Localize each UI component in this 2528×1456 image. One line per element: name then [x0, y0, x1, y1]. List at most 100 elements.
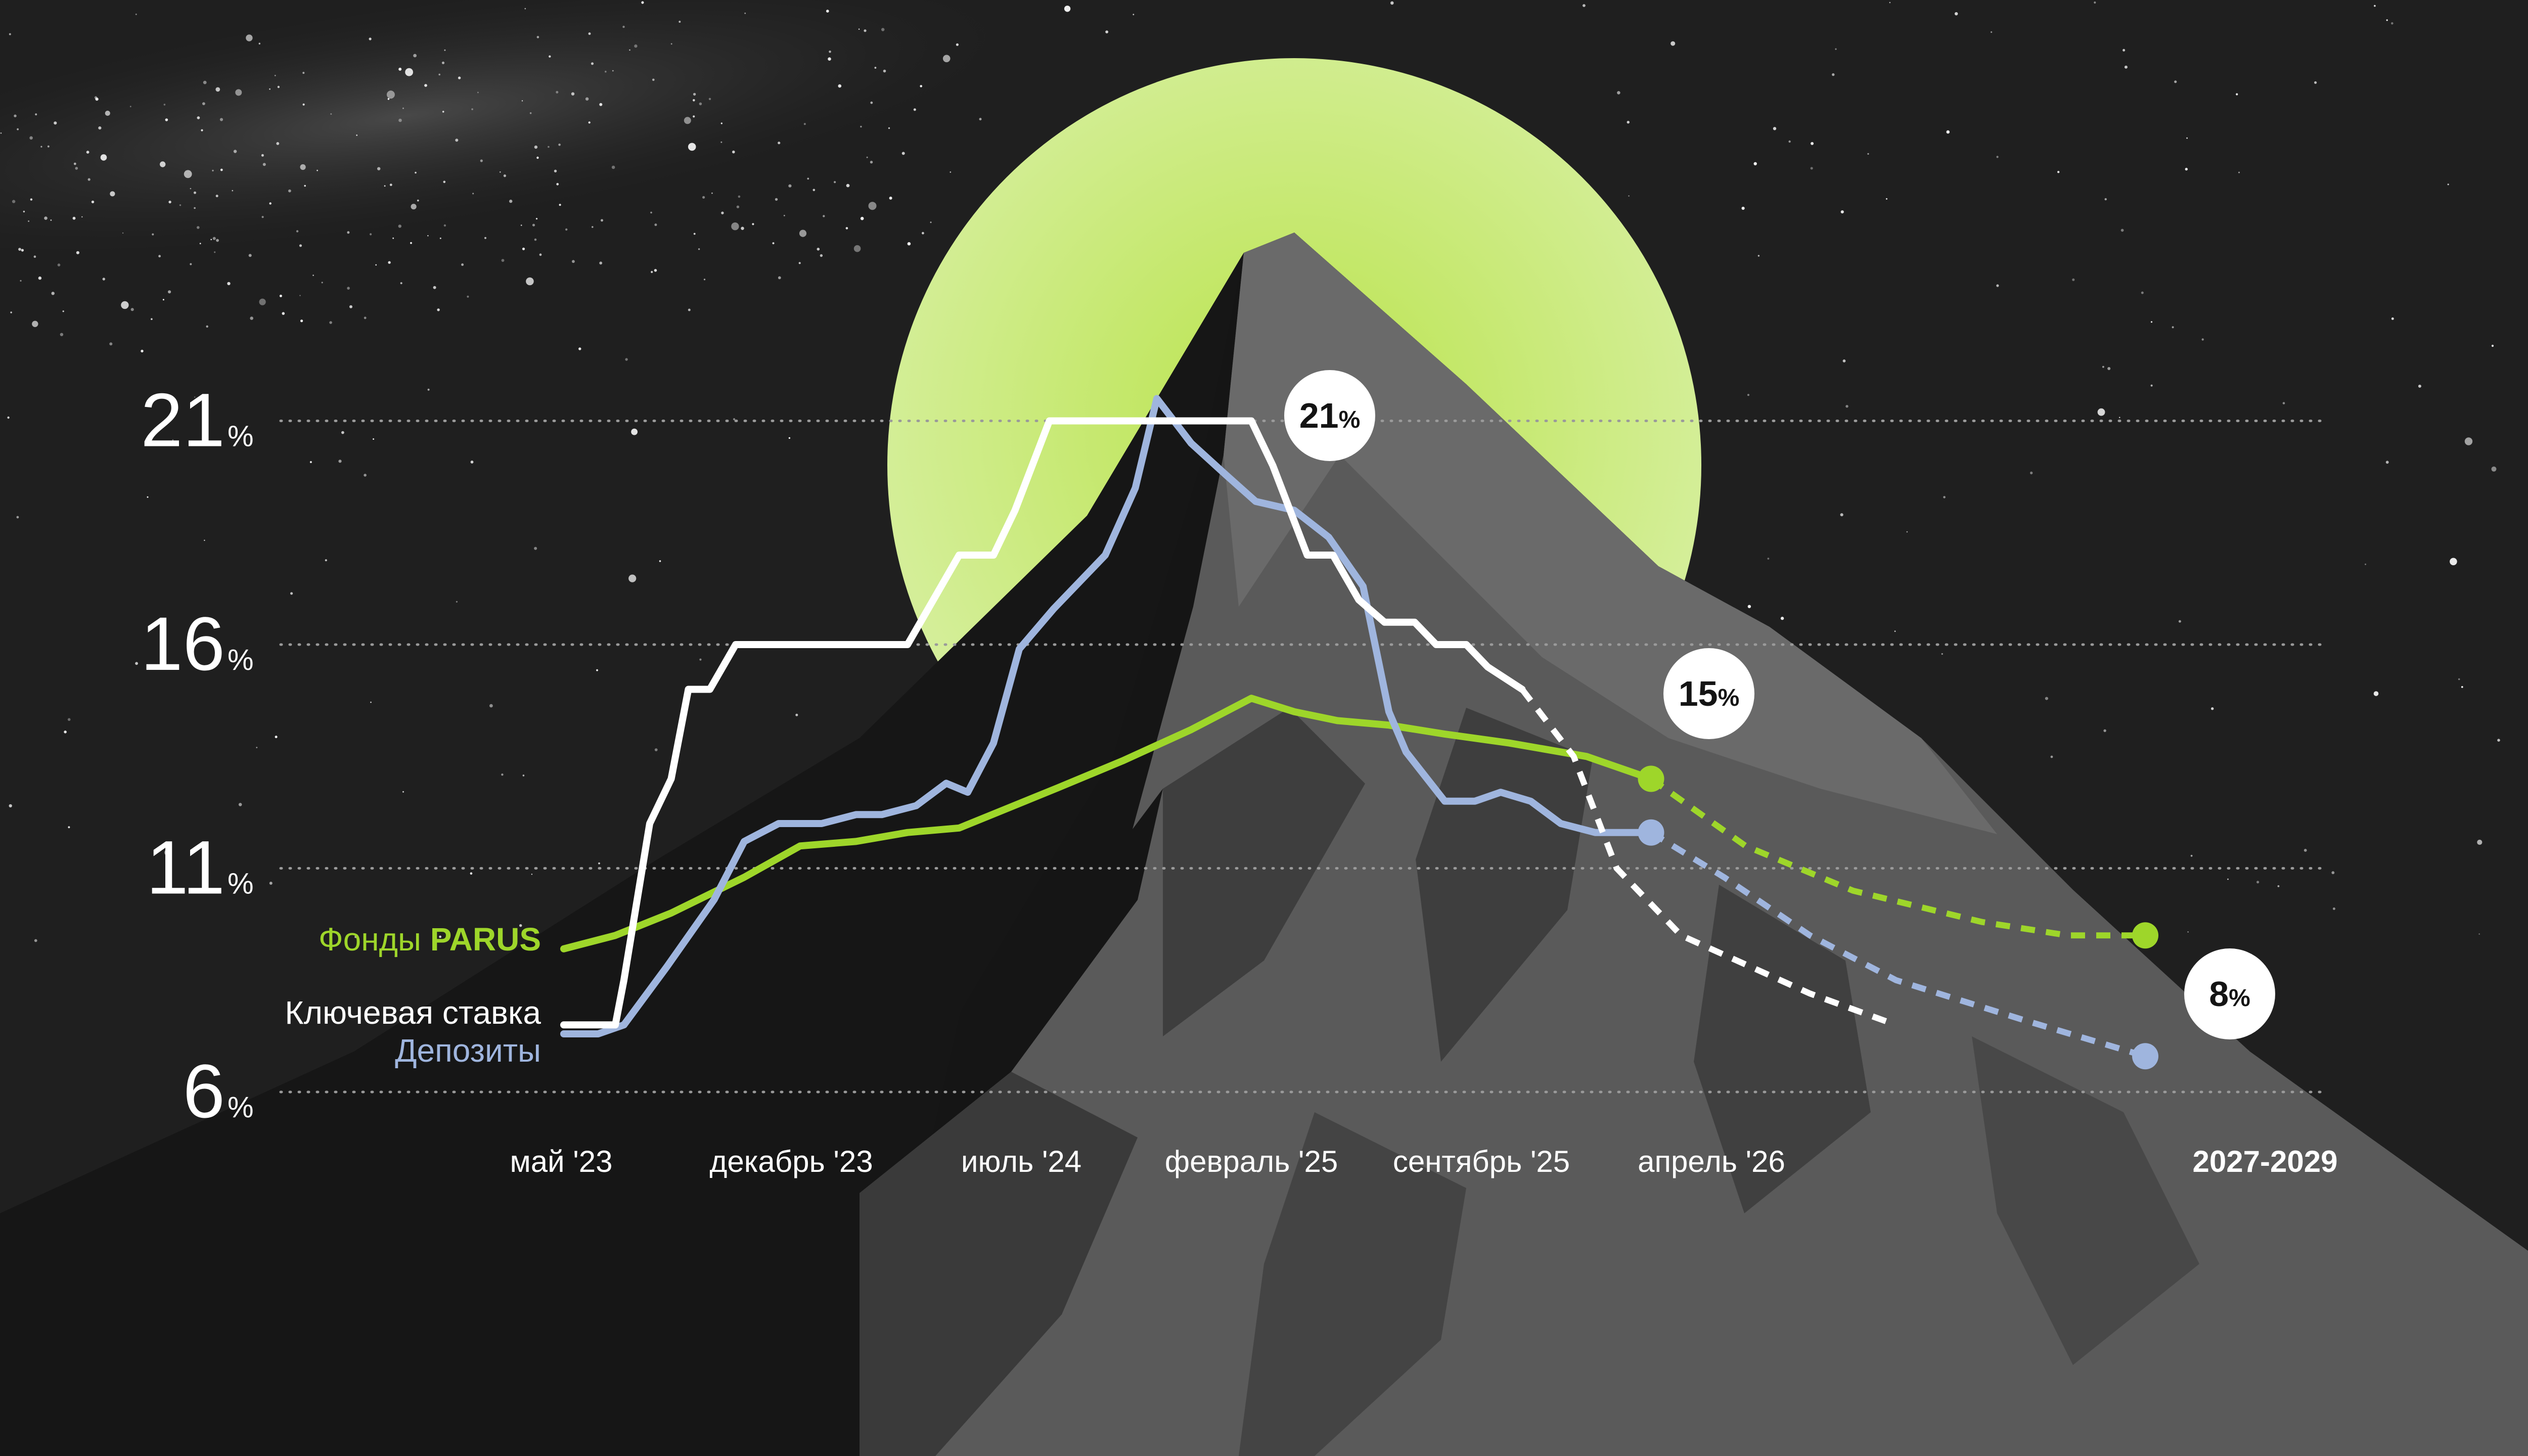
- star: [10, 311, 12, 313]
- star: [703, 279, 706, 281]
- star: [1788, 140, 1791, 143]
- star: [9, 804, 12, 808]
- star: [130, 308, 134, 311]
- star: [853, 245, 861, 252]
- star: [845, 227, 848, 230]
- star: [1811, 142, 1814, 145]
- star: [979, 118, 982, 121]
- star: [87, 178, 91, 181]
- star: [556, 183, 559, 186]
- star: [1583, 4, 1586, 7]
- star: [721, 211, 724, 214]
- star: [458, 76, 461, 79]
- star: [783, 215, 785, 216]
- star: [364, 474, 367, 477]
- star: [2174, 80, 2177, 83]
- star: [296, 230, 299, 233]
- star: [565, 228, 568, 231]
- star: [168, 290, 171, 294]
- star: [775, 198, 778, 201]
- star: [330, 113, 332, 115]
- star: [206, 325, 208, 328]
- mountain-shadow-streak-4: [860, 1072, 1138, 1456]
- star: [741, 226, 744, 230]
- milky-way-glow: [0, 0, 1006, 255]
- star: [369, 37, 372, 40]
- star: [64, 731, 67, 734]
- star: [172, 439, 174, 441]
- star: [601, 219, 603, 222]
- star: [922, 232, 924, 235]
- star: [203, 80, 207, 84]
- bubble-15-circle: [1663, 648, 1754, 739]
- star: [72, 216, 76, 220]
- star: [2491, 344, 2494, 347]
- star: [1757, 255, 1760, 257]
- star: [2185, 167, 2188, 171]
- star: [329, 321, 332, 324]
- star: [693, 93, 696, 96]
- star: [470, 461, 474, 464]
- star: [202, 102, 205, 106]
- star: [288, 189, 291, 193]
- star: [2464, 437, 2473, 445]
- star: [693, 233, 696, 235]
- bubble-21: 21%: [1284, 370, 1375, 461]
- star: [261, 154, 264, 157]
- star: [443, 180, 446, 184]
- star: [456, 601, 458, 603]
- star: [858, 28, 860, 30]
- star: [1753, 162, 1757, 165]
- star: [151, 318, 153, 320]
- star: [32, 321, 38, 327]
- star: [194, 191, 196, 194]
- star: [194, 396, 196, 398]
- star: [472, 193, 474, 195]
- star: [684, 117, 691, 124]
- mountain-ridge-light: [1224, 233, 1997, 834]
- star: [2236, 93, 2238, 96]
- bubble-8: 8%: [2184, 948, 2275, 1039]
- bubble-8-text: 8%: [2209, 974, 2250, 1014]
- star: [168, 200, 171, 204]
- star: [300, 320, 303, 323]
- star: [437, 308, 440, 311]
- star: [596, 669, 598, 671]
- star: [503, 174, 507, 177]
- star: [522, 247, 525, 250]
- star: [274, 75, 276, 76]
- star: [201, 129, 203, 131]
- star: [535, 218, 538, 220]
- star: [874, 67, 877, 69]
- star: [778, 276, 781, 280]
- star: [216, 239, 219, 242]
- mountain-shadow-streak-1: [1163, 708, 1365, 1036]
- star: [227, 282, 231, 286]
- star: [520, 224, 522, 226]
- star: [536, 156, 539, 159]
- star: [135, 13, 137, 15]
- star: [68, 826, 70, 829]
- star: [121, 301, 129, 309]
- star: [122, 232, 124, 234]
- star: [2391, 317, 2394, 320]
- series-point-parus-current: [1638, 765, 1664, 792]
- star: [688, 308, 691, 311]
- star: [480, 159, 483, 162]
- star: [2385, 461, 2389, 464]
- y-tick-label-11: 11: [146, 825, 225, 910]
- star: [33, 255, 36, 258]
- star: [788, 437, 791, 439]
- star: [364, 316, 367, 320]
- star: [654, 269, 657, 272]
- star: [259, 298, 266, 305]
- star: [534, 145, 538, 149]
- star: [659, 560, 661, 562]
- star: [559, 204, 561, 206]
- star: [1955, 12, 1958, 16]
- star: [199, 243, 201, 245]
- star: [94, 96, 98, 99]
- star: [889, 196, 892, 200]
- star: [261, 216, 264, 218]
